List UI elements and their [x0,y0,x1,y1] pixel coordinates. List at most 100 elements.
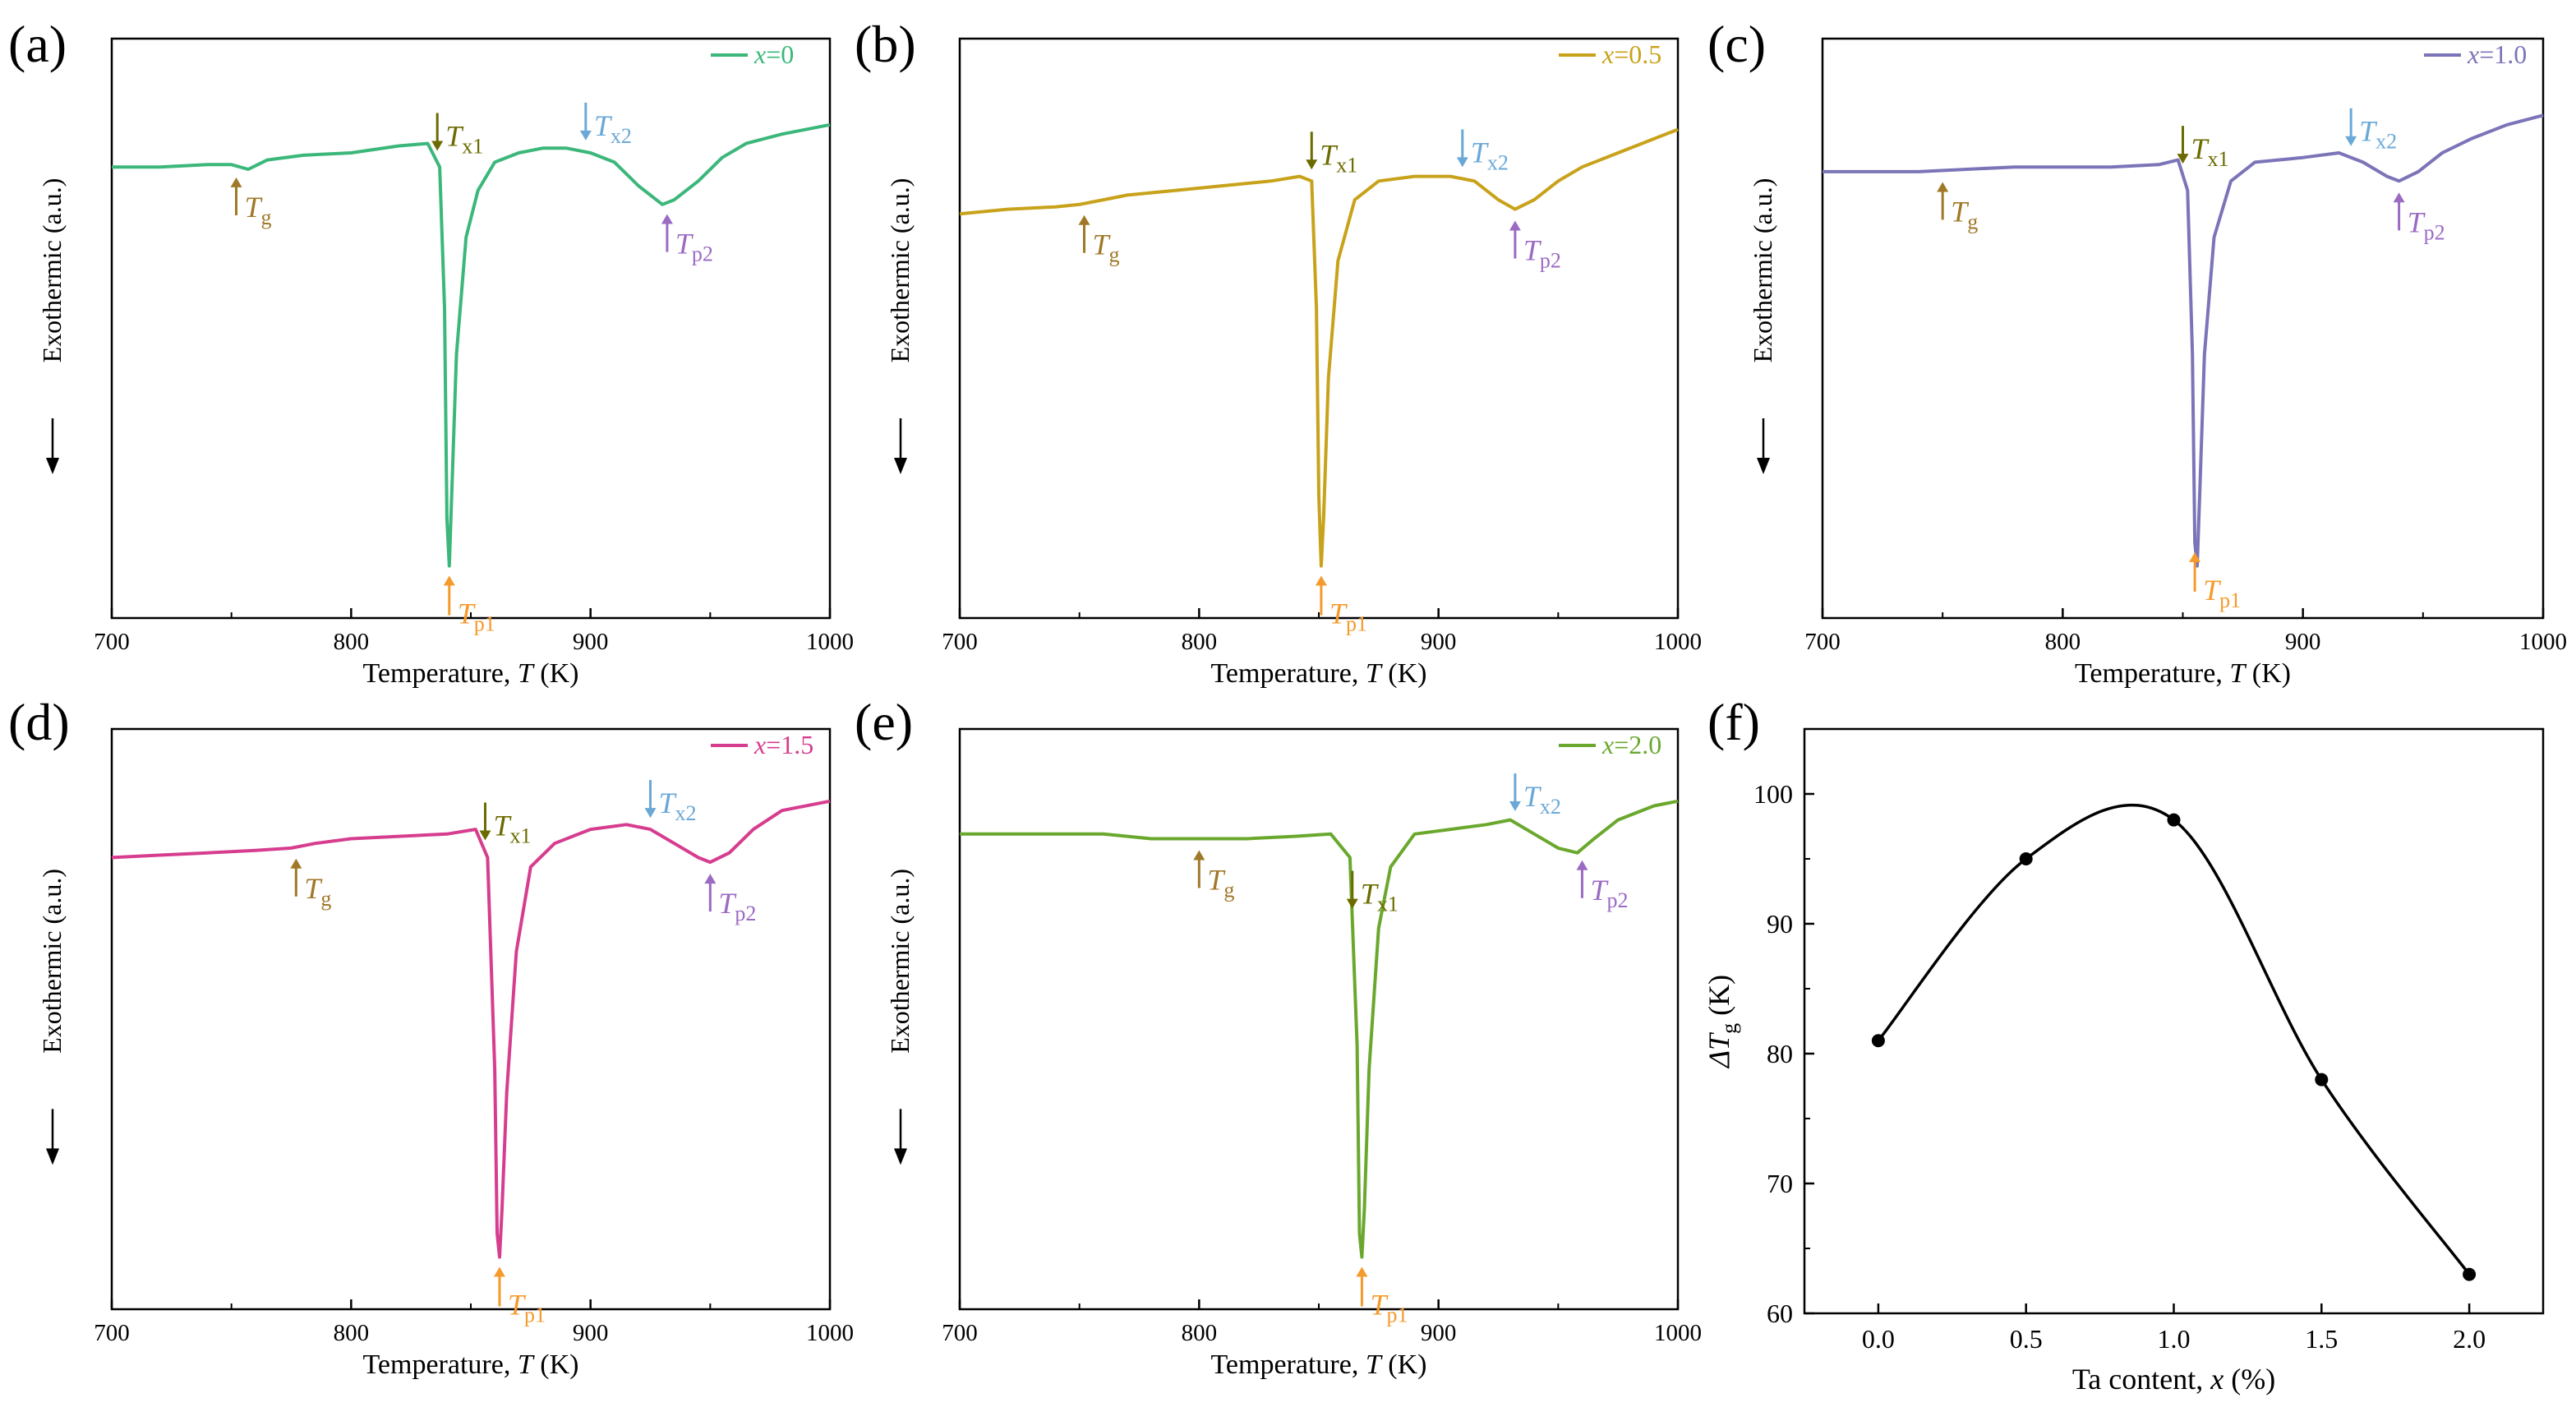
annotation-arrow-head [1315,575,1327,586]
y-tick-label: 100 [1753,779,1793,809]
panel-f: (f) 0.0 0.5 1.0 1.5 2.0 60 70 80 90 100 Ta content,… [1703,693,2545,1396]
annotation-label: Tx1 [2191,132,2229,171]
y-tick-label: 90 [1767,909,1793,939]
annotation-label: Tp2 [2408,205,2445,244]
x-tick-label: 800 [1182,1320,1218,1346]
x-tick-label: 1000 [1654,1320,1702,1346]
y-tick-label: 60 [1767,1299,1793,1328]
y-axis-label: ΔTg (K) [1703,975,1741,1069]
data-point [2463,1267,2477,1281]
annotation-label: Tp2 [1523,234,1561,273]
dsc-curve [959,127,1679,568]
x-tick-label: 800 [2045,629,2081,655]
annotation-arrow-head [1576,860,1588,870]
x-tick-label: 2.0 [2453,1324,2486,1354]
x-tick-label: 1000 [806,629,854,655]
annotation-arrow-head [1509,801,1521,812]
annotation-label: Tp2 [718,887,756,925]
x-tick-label: 700 [942,629,978,655]
x-tick-label: 1000 [1654,629,1702,655]
annotation-label: Tx2 [1471,136,1509,174]
annotation-label: Tp1 [1370,1288,1408,1326]
annotation-arrow-head [661,214,673,224]
annotation-label: Tx2 [1523,780,1561,819]
y-axis-arrow-head [1757,458,1770,474]
x-tick-label: 1.5 [2305,1324,2338,1354]
y-tick-label: 80 [1767,1039,1793,1068]
legend-label: x=0.5 [1601,39,1661,69]
annotation-label: Tx2 [659,787,697,825]
x-tick-label: 0.0 [1862,1324,1895,1354]
y-axis-arrow-head [894,458,907,474]
y-axis-label: Exothermic (a.u.) [885,869,915,1054]
y-axis-label: Exothermic (a.u.) [1748,178,1777,363]
x-tick-label: 800 [334,629,370,655]
panel-label: (c) [1707,15,1766,73]
x-axis-label: Temperature, T (K) [363,1349,579,1380]
data-point [2019,852,2033,865]
annotation-arrow-head [1346,898,1358,909]
plot-frame [1821,37,2545,620]
annotation-label: Tp1 [2203,574,2241,612]
x-tick-label: 1.0 [2158,1324,2191,1354]
annotation-arrow-head [704,874,717,884]
legend-label: x=2.0 [1601,730,1661,759]
x-axis-label: Ta content, x (%) [2072,1363,2275,1396]
panel-label: (f) [1707,693,1760,751]
annotation-arrow-head [1509,220,1521,231]
panel-a: (a) 700 800 900 1000 Temperature, T (K) Exothe… [8,15,854,689]
x-tick-label: 700 [94,1320,130,1346]
annotation-label: Tp1 [1329,597,1367,636]
annotation-label: Tp2 [675,228,713,266]
legend-label: x=1.5 [753,730,813,759]
annotation-label: Tx2 [594,109,632,148]
x-tick-label: 1000 [806,1320,854,1346]
annotation-arrow-head [1937,182,1949,192]
y-tick-label: 70 [1767,1169,1793,1198]
legend-label: x=0 [753,39,794,69]
x-axis-label: Temperature, T (K) [1211,658,1427,689]
dsc-curve [1823,113,2544,568]
annotation-label: Tx1 [445,119,483,158]
annotation-label: Tx1 [493,810,531,848]
y-axis-arrow-head [894,1148,907,1165]
plot-frame [958,727,1680,1311]
x-tick-label: 900 [1421,629,1457,655]
annotation-label: Tg [1951,195,1978,233]
annotation-label: Tg [244,191,271,229]
annotation-arrow-head [1306,159,1318,170]
data-point [2167,813,2181,827]
y-axis-arrow-head [46,458,59,474]
annotation-arrow-head [230,177,242,187]
x-tick-label: 800 [334,1320,370,1346]
panel-label: (e) [855,693,913,751]
annotation-arrow-head [579,130,592,141]
annotation-label: Tx1 [1320,138,1357,177]
annotation-arrow-head [1356,1266,1368,1277]
annotation-label: Tx1 [1361,878,1399,916]
annotation-arrow-head [2345,136,2357,146]
legend-label: x=1.0 [2467,39,2527,69]
annotation-arrow-head [443,575,455,586]
panel-b: (b) 700 800 900 1000 Temperature, T (K) Exothe… [855,15,1702,689]
x-tick-label: 1000 [2519,629,2567,655]
x-tick-label: 900 [573,629,609,655]
x-tick-label: 900 [1421,1320,1457,1346]
x-tick-label: 700 [942,1320,978,1346]
plot-frame [110,727,832,1311]
annotation-arrow-head [493,1266,505,1277]
annotation-arrow-head [1078,215,1090,225]
x-tick-label: 800 [1182,629,1218,655]
annotation-arrow-head [1456,157,1468,168]
x-tick-label: 900 [573,1320,609,1346]
x-axis-label: Temperature, T (K) [363,658,579,689]
data-point [2315,1073,2329,1087]
annotation-label: Tp2 [1590,874,1628,912]
annotation-arrow-head [2177,154,2189,164]
y-axis-label: Exothermic (a.u.) [885,178,915,363]
x-tick-label: 700 [1804,629,1841,655]
annotation-label: Tp1 [508,1288,546,1326]
dsc-curve [960,799,1679,1259]
y-axis-arrow-head [46,1148,59,1165]
